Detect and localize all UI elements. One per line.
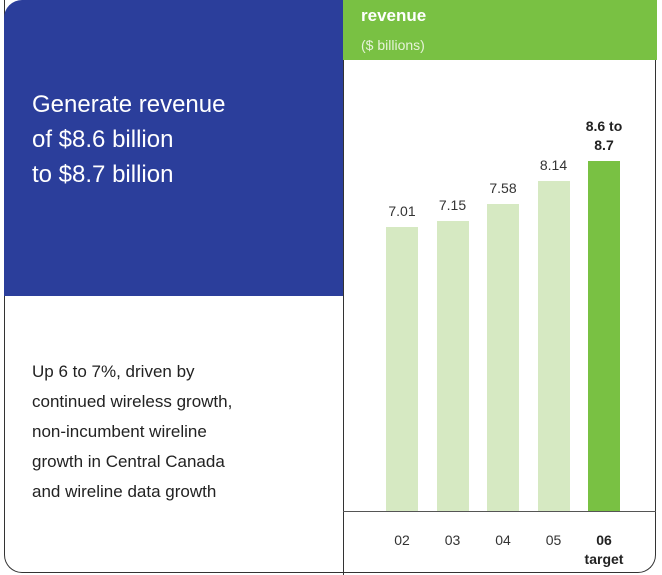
- value-label: 7.01: [388, 203, 416, 220]
- chart-header: [343, 0, 657, 60]
- body-line: and wireline data growth: [32, 482, 217, 501]
- headline-line: of $8.6 billion: [32, 126, 174, 153]
- bar: [588, 160, 620, 511]
- x-tick-label: 03: [444, 532, 461, 548]
- headline-panel: [4, 0, 343, 296]
- x-tick-label: 02: [394, 532, 410, 548]
- value-label: 8.6 to 8.7: [585, 117, 623, 153]
- bar: [386, 227, 418, 511]
- body-line: growth in Central Canada: [32, 452, 225, 471]
- body-line: non-incumbent wireline: [32, 422, 207, 441]
- bar: [436, 221, 469, 511]
- body-line: Up 6 to 7%, driven by: [32, 362, 195, 381]
- headline-line: to $8.7 billion: [32, 161, 174, 188]
- x-tick-label: 06: [596, 532, 612, 548]
- x-tick-label: 05: [545, 532, 562, 548]
- bar: [487, 204, 519, 511]
- body-line: continued wireless growth,: [32, 392, 233, 411]
- value-label: 7.58: [489, 180, 517, 196]
- bar: [537, 181, 570, 511]
- baseline: [343, 511, 656, 512]
- chart-subtitle: ($ billions): [361, 37, 425, 53]
- headline-line: Generate revenue: [32, 91, 226, 118]
- value-label: 8.14: [539, 157, 568, 174]
- chart-title: revenue: [361, 6, 427, 25]
- value-label: 7.15: [438, 197, 467, 214]
- target-label: target: [584, 551, 624, 567]
- x-tick-label: 04: [495, 532, 511, 548]
- divider: [343, 60, 344, 575]
